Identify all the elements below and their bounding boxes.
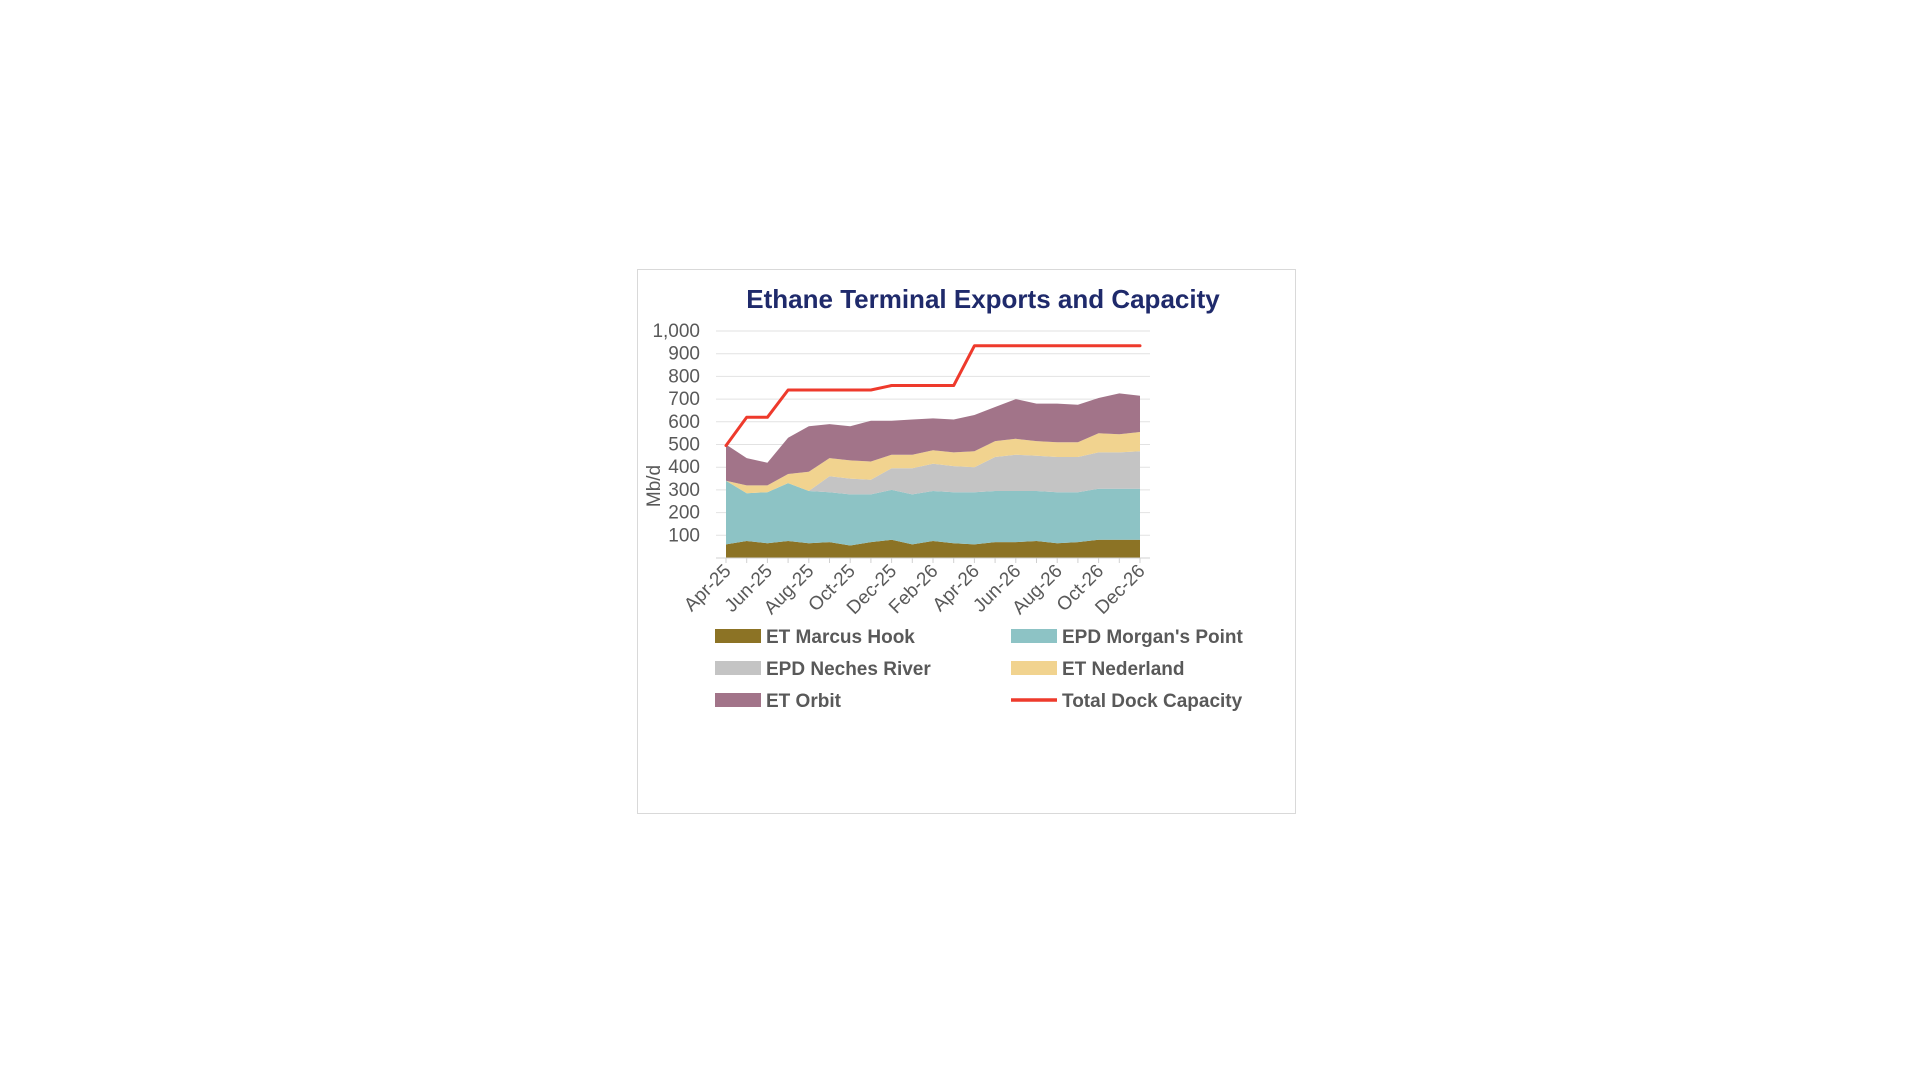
legend-swatch — [715, 629, 761, 643]
legend-label: Total Dock Capacity — [1062, 691, 1243, 712]
legend-swatch — [715, 693, 761, 707]
y-axis-title: Mb/d — [644, 465, 665, 507]
y-tick-label: 900 — [668, 344, 700, 365]
y-tick-label: 300 — [668, 480, 700, 501]
legend-swatch — [1011, 661, 1057, 675]
legend-swatch — [1011, 629, 1057, 643]
y-tick-label: 700 — [668, 389, 700, 410]
legend: ET Marcus Hook EPD Morgan's Point EPD Nech… — [715, 627, 1243, 712]
x-tick-labels: Apr-25Jun-25Aug-25Oct-25Dec-25Feb-26Apr-… — [680, 561, 1149, 619]
area-et-marcus-hook — [726, 539, 1140, 558]
legend-label: EPD Neches River — [766, 659, 931, 680]
legend-item-et-orbit: ET Orbit — [715, 691, 842, 712]
y-tick-label: 500 — [668, 435, 700, 456]
legend-item-et-nederland: ET Nederland — [1011, 659, 1184, 680]
legend-swatch — [715, 661, 761, 675]
legend-item-total-dock-capacity: Total Dock Capacity — [1011, 691, 1243, 712]
area-epd-morgan-s-point — [726, 480, 1140, 546]
legend-label: ET Nederland — [1062, 659, 1184, 680]
legend-item-epd-morgan-s-point: EPD Morgan's Point — [1011, 627, 1243, 648]
line-series — [724, 344, 1142, 448]
y-tick-label: 200 — [668, 503, 700, 524]
area-et-nederland — [726, 432, 1140, 494]
line-total-dock-capacity — [724, 344, 1142, 448]
area-et-orbit — [726, 393, 1140, 486]
y-tick-label: 600 — [668, 412, 700, 433]
y-tick-label: 400 — [668, 457, 700, 478]
ethane-exports-chart: Ethane Terminal Exports and Capacity Mb/… — [644, 284, 1243, 712]
axes — [716, 557, 1150, 563]
chart-title: Ethane Terminal Exports and Capacity — [746, 284, 1220, 314]
y-tick-label: 800 — [668, 366, 700, 387]
legend-label: ET Marcus Hook — [766, 627, 915, 648]
y-tick-label: 1,000 — [652, 321, 700, 342]
y-tick-label: 100 — [668, 525, 700, 546]
area-epd-neches-river — [726, 451, 1140, 495]
legend-item-et-marcus-hook: ET Marcus Hook — [715, 627, 915, 648]
chart-card: Ethane Terminal Exports and Capacity Mb/… — [637, 269, 1296, 814]
legend-label: EPD Morgan's Point — [1062, 627, 1243, 648]
area-series — [726, 393, 1140, 558]
legend-label: ET Orbit — [766, 691, 842, 712]
legend-item-epd-neches-river: EPD Neches River — [715, 659, 931, 680]
